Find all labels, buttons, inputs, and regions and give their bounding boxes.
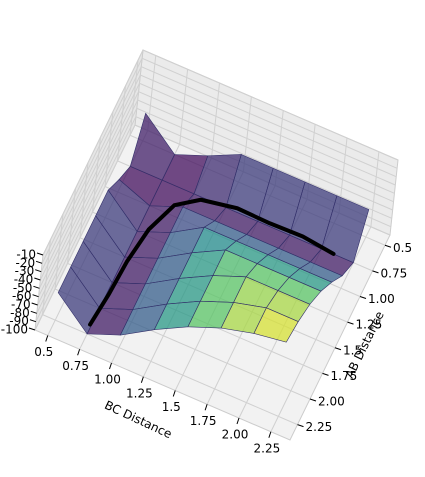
x-tick-label: 1.75	[331, 369, 358, 383]
y-tick-label: 1.5	[162, 400, 181, 414]
tick-mark	[35, 260, 43, 264]
tick-mark	[33, 285, 40, 289]
grid-line	[36, 107, 392, 314]
grid-line	[42, 314, 298, 426]
x-tick-label: 2.25	[306, 420, 333, 434]
tick-mark	[29, 319, 37, 323]
tick-mark	[34, 277, 41, 281]
grid-line	[67, 188, 76, 264]
grid-line	[92, 137, 101, 213]
grid-line	[117, 85, 126, 161]
grid-line	[37, 99, 393, 306]
tick-mark	[45, 335, 49, 342]
grid-line	[129, 60, 139, 136]
surface-patch	[253, 307, 299, 343]
grid-line	[79, 162, 89, 238]
tick-mark	[359, 296, 367, 299]
tick-mark	[236, 417, 240, 425]
tick-mark	[334, 347, 342, 351]
x-tick-label: 1.00	[368, 292, 395, 306]
y-tick-label: 0.5	[34, 345, 53, 359]
z-tick-label: -50	[13, 281, 33, 295]
tick-mark	[109, 362, 112, 370]
tick-mark	[77, 349, 81, 356]
x-tick-label: 2.00	[318, 395, 345, 409]
grid-line	[211, 82, 220, 159]
tick-mark	[35, 269, 42, 273]
tick-mark	[309, 398, 317, 402]
tick-mark	[204, 404, 208, 411]
z-tick-label: -70	[11, 298, 31, 312]
z-tick-label: -90	[9, 314, 29, 328]
y-tick-label: 1.00	[94, 373, 121, 387]
z-tick-label: -30	[15, 264, 35, 278]
tick-mark	[297, 424, 304, 428]
grid-line	[38, 91, 394, 297]
tick-mark	[268, 431, 272, 438]
grid-line	[54, 213, 64, 290]
z-tick-label: -80	[10, 306, 30, 320]
x-tick-label: 0.75	[381, 266, 408, 280]
grid-line	[42, 49, 399, 256]
y-tick-label: 1.25	[126, 386, 153, 400]
grid-line	[39, 74, 396, 281]
y-tick-label: 1.75	[190, 414, 217, 428]
tick-mark	[28, 327, 36, 331]
tick-mark	[32, 294, 39, 298]
grid-line	[38, 82, 395, 289]
tick-mark	[30, 310, 37, 314]
z-tick-label: -100	[1, 323, 28, 337]
tick-mark	[384, 244, 392, 248]
y-tick-label: 2.25	[254, 441, 281, 455]
grid-line	[370, 151, 380, 227]
tick-mark	[322, 372, 329, 376]
tick-mark	[172, 390, 176, 397]
y-tick-label: 2.00	[222, 428, 249, 442]
x-tick-label: 1.5	[343, 343, 362, 357]
tick-mark	[31, 302, 38, 306]
grid-line	[41, 57, 398, 264]
x-tick-label: 1.25	[356, 318, 383, 332]
x-tick-label: 0.5	[393, 241, 412, 255]
tick-mark	[36, 252, 44, 256]
tick-mark	[372, 270, 379, 274]
z-tick-label: -20	[16, 256, 36, 270]
grid-line	[270, 226, 372, 432]
trajectory	[88, 197, 336, 327]
grid-line	[104, 111, 114, 187]
tick-mark	[140, 376, 144, 383]
tick-mark	[347, 321, 354, 325]
z-tick-label: -10	[16, 248, 36, 262]
grid-line	[42, 239, 51, 315]
z-tick-label: -40	[14, 273, 34, 287]
grid-line	[179, 69, 189, 145]
y-tick-label: 0.75	[62, 359, 89, 373]
grid-line	[40, 66, 397, 272]
z-tick-label: -60	[12, 289, 32, 303]
